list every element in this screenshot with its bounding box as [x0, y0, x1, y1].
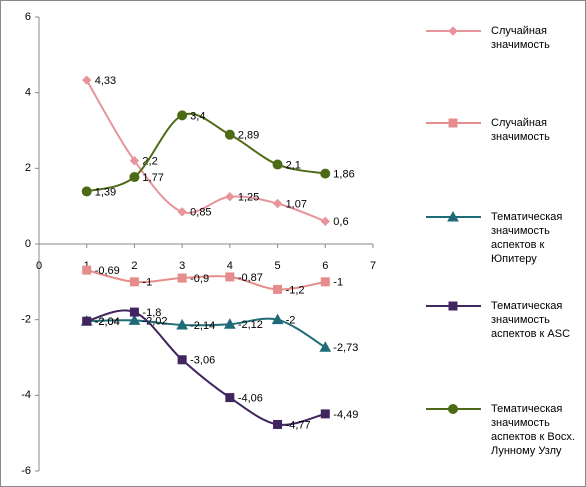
data-label: 1,77 [142, 172, 163, 184]
x-tick-label: 7 [370, 260, 376, 272]
marker [225, 393, 235, 403]
marker [320, 216, 330, 227]
data-label: -0,9 [190, 273, 209, 285]
data-label: -0,69 [95, 265, 120, 277]
marker [271, 313, 284, 325]
data-label: -1 [142, 277, 152, 289]
marker [319, 341, 332, 352]
marker [128, 314, 141, 325]
marker [129, 277, 139, 287]
data-label: -2,04 [95, 316, 120, 328]
y-tick-label: -4 [21, 389, 31, 401]
x-tick-label: 2 [131, 260, 137, 272]
x-tick-label: 3 [179, 260, 185, 272]
marker [272, 198, 283, 209]
data-label: -4,77 [286, 419, 311, 431]
x-tick-label: 4 [227, 260, 233, 272]
x-tick-label: 5 [275, 260, 281, 272]
marker [82, 265, 92, 275]
y-tick-label: 2 [25, 162, 31, 174]
data-label: -2,73 [333, 342, 358, 354]
y-tick-label: 4 [25, 87, 31, 99]
marker [177, 110, 188, 121]
data-label: 1,86 [333, 169, 354, 181]
legend-marker [448, 26, 458, 36]
marker [320, 168, 331, 179]
data-label: -2,14 [190, 320, 215, 332]
data-label: 1,25 [238, 192, 259, 204]
legend-marker [448, 301, 458, 311]
data-label: -2,04 [95, 316, 120, 328]
data-label: -4,06 [238, 393, 263, 405]
marker [176, 318, 188, 330]
data-label: 2,89 [238, 130, 259, 142]
marker [320, 409, 330, 419]
marker [225, 192, 235, 202]
data-label: -2,12 [238, 319, 263, 331]
data-label: -0,87 [238, 272, 263, 284]
legend-label: Случайная значимость [491, 25, 550, 51]
data-label: 1,39 [95, 186, 116, 198]
y-tick-label: 6 [25, 11, 31, 23]
data-label: -2 [286, 315, 296, 327]
y-tick-label: -2 [21, 314, 31, 326]
data-label: 2,2 [142, 156, 157, 168]
marker [273, 419, 283, 429]
data-label: -1,8 [142, 307, 161, 319]
data-label: 1,07 [286, 198, 307, 210]
y-tick-label: -6 [21, 465, 31, 477]
marker [81, 186, 92, 197]
data-label: -3,06 [190, 355, 215, 367]
data-label: 2,1 [286, 159, 301, 171]
legend-marker [448, 118, 458, 128]
marker [273, 284, 283, 294]
legend-label: Тематическая значимость аспектов к ASC [491, 300, 571, 340]
data-label: -4,49 [333, 409, 358, 421]
marker [129, 156, 140, 166]
data-label: -2,02 [142, 315, 167, 327]
x-tick-label: 0 [36, 260, 42, 272]
marker [320, 277, 330, 287]
legend-marker [447, 210, 459, 222]
data-label: -1,2 [286, 284, 305, 296]
marker [225, 272, 235, 282]
data-label: -1 [333, 277, 343, 289]
data-label: 3,4 [190, 110, 205, 122]
marker [272, 159, 283, 170]
marker [224, 129, 235, 140]
legend-label: Случайная значимость [491, 117, 550, 143]
marker [177, 273, 187, 283]
legend-label: Тематическая значимость аспектов к Восх.… [491, 403, 575, 457]
data-label: 4,33 [95, 75, 116, 87]
series-line [86, 317, 326, 349]
marker [177, 207, 187, 217]
y-tick-label: 0 [25, 238, 31, 250]
x-tick-label: 6 [322, 260, 328, 272]
marker [129, 172, 140, 183]
series-line [86, 112, 326, 193]
data-label: 0,85 [190, 207, 211, 219]
legend-marker [448, 404, 458, 414]
marker [177, 355, 187, 365]
data-label: 0,6 [333, 216, 348, 228]
marker [82, 75, 92, 85]
marker [224, 318, 236, 329]
legend-label: Тематическая значимость аспектов к Юпите… [491, 211, 563, 265]
marker [129, 307, 139, 317]
marker [82, 316, 92, 326]
